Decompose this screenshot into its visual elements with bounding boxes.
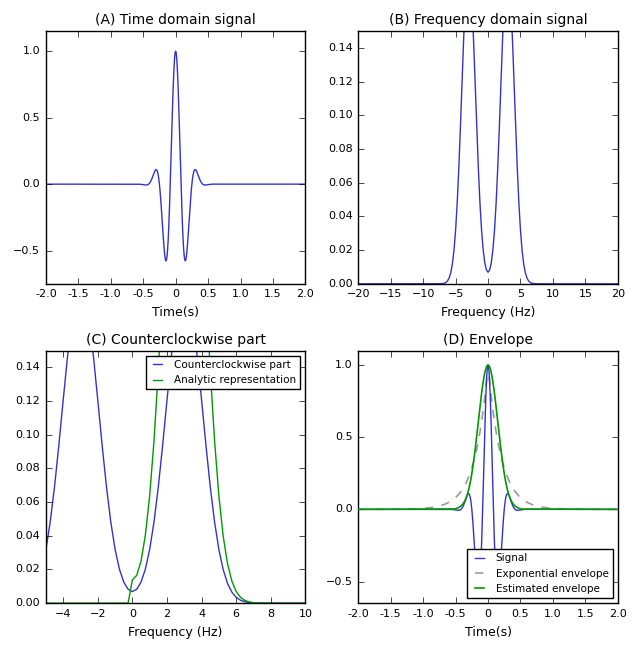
Legend: Signal, Exponential envelope, Estimated envelope: Signal, Exponential envelope, Estimated … xyxy=(467,549,612,598)
X-axis label: Time(s): Time(s) xyxy=(465,626,511,639)
X-axis label: Frequency (Hz): Frequency (Hz) xyxy=(129,626,223,639)
Title: (A) Time domain signal: (A) Time domain signal xyxy=(95,13,256,27)
Title: (D) Envelope: (D) Envelope xyxy=(443,333,533,347)
Title: (B) Frequency domain signal: (B) Frequency domain signal xyxy=(388,13,588,27)
Title: (C) Counterclockwise part: (C) Counterclockwise part xyxy=(86,333,266,347)
X-axis label: Frequency (Hz): Frequency (Hz) xyxy=(441,306,535,319)
Legend: Counterclockwise part, Analytic representation: Counterclockwise part, Analytic represen… xyxy=(146,356,300,389)
X-axis label: Time(s): Time(s) xyxy=(152,306,199,319)
